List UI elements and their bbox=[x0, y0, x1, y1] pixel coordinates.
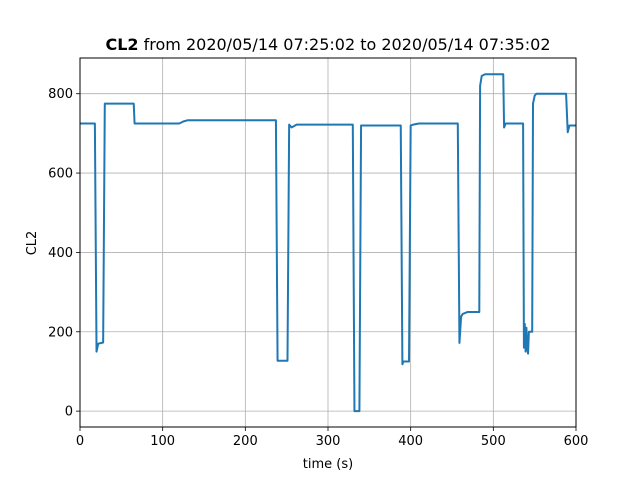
title-rest: from 2020/05/14 07:25:02 to 2020/05/14 0… bbox=[139, 35, 551, 54]
x-tick-label: 200 bbox=[233, 434, 258, 449]
y-tick-label: 200 bbox=[48, 325, 73, 340]
grid bbox=[79, 58, 577, 427]
x-tick-label: 0 bbox=[76, 434, 84, 449]
y-tick-label: 600 bbox=[48, 167, 73, 182]
y-tick-label: 400 bbox=[48, 246, 73, 261]
x-tick-label: 300 bbox=[316, 434, 341, 449]
title-bold: CL2 bbox=[105, 35, 138, 54]
x-axis: 0 100 200 300 400 500 600 bbox=[76, 427, 589, 449]
y-axis-label: CL2 bbox=[25, 231, 40, 256]
chart-title: CL2 from 2020/05/14 07:25:02 to 2020/05/… bbox=[105, 35, 550, 54]
y-tick-label: 0 bbox=[65, 405, 73, 420]
series-layer bbox=[80, 73, 576, 413]
x-tick-label: 100 bbox=[150, 434, 175, 449]
x-axis-label: time (s) bbox=[303, 457, 353, 472]
y-axis: 0 200 400 600 800 bbox=[48, 87, 80, 420]
series-line bbox=[80, 73, 576, 413]
x-tick-label: 400 bbox=[398, 434, 423, 449]
x-tick-label: 600 bbox=[564, 434, 589, 449]
x-tick-label: 500 bbox=[481, 434, 506, 449]
y-tick-label: 800 bbox=[48, 87, 73, 102]
